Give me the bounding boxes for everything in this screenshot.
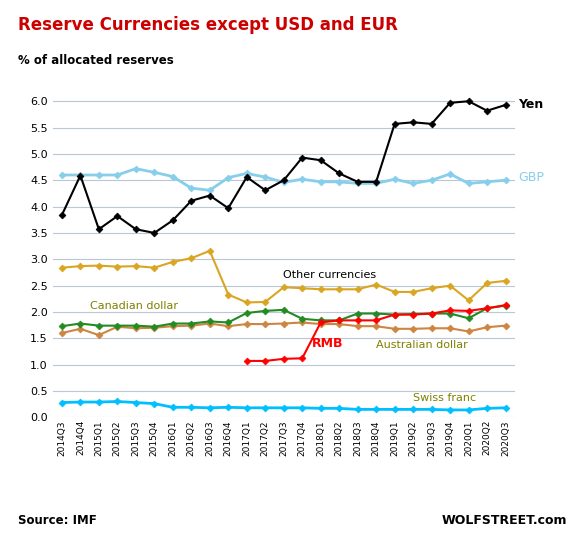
Text: Other currencies: Other currencies — [283, 270, 377, 280]
Text: % of allocated reserves: % of allocated reserves — [18, 54, 173, 66]
Text: GBP: GBP — [518, 171, 545, 184]
Text: Yen: Yen — [518, 98, 543, 111]
Text: Australian dollar: Australian dollar — [376, 340, 468, 350]
Text: Canadian dollar: Canadian dollar — [90, 301, 178, 311]
Text: WOLFSTREET.com: WOLFSTREET.com — [442, 514, 567, 527]
Text: Source: IMF: Source: IMF — [18, 514, 97, 527]
Text: Reserve Currencies except USD and EUR: Reserve Currencies except USD and EUR — [18, 16, 397, 34]
Text: Swiss franc: Swiss franc — [413, 393, 476, 403]
Text: RMB: RMB — [311, 337, 343, 350]
